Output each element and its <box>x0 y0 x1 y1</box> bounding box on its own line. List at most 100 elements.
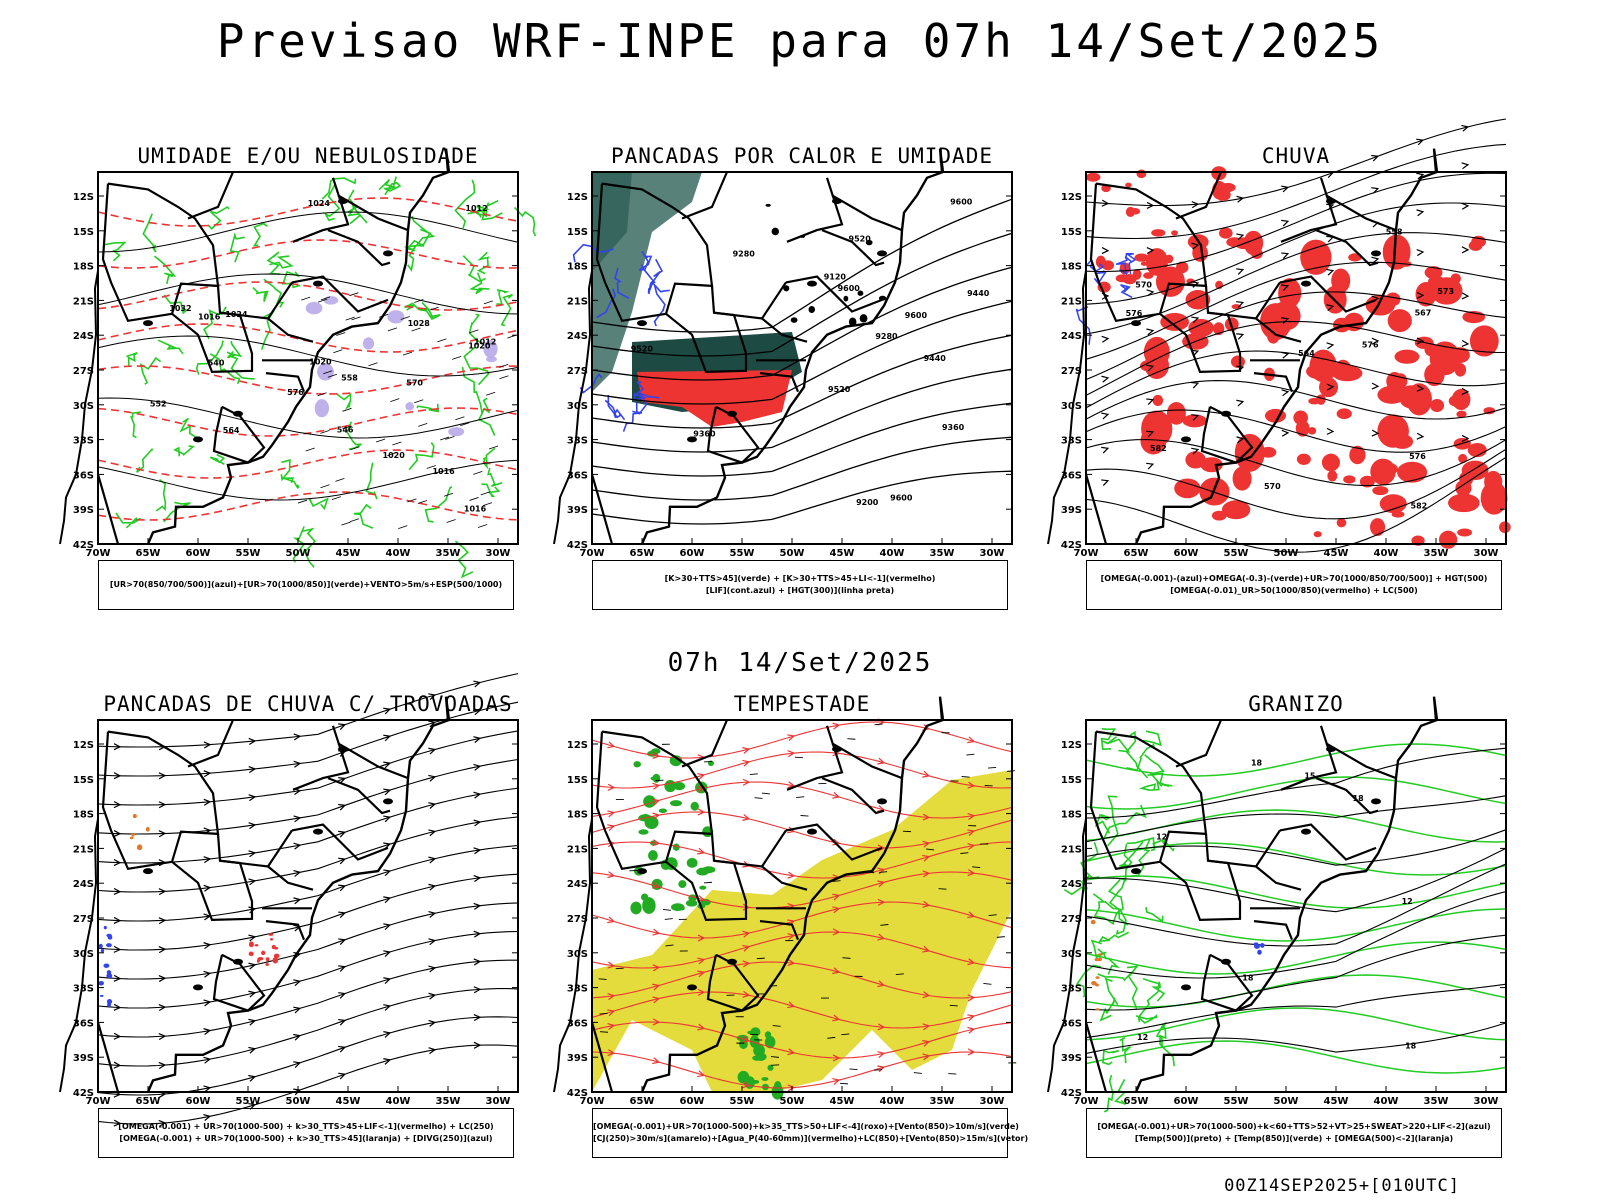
lon-tick-label: 60W <box>186 548 211 559</box>
panel-legend: [OMEGA(-0.001)-(azul)+OMEGA(-0.3)-(verde… <box>1086 560 1502 610</box>
lon-tick-label: 45W <box>1324 1096 1349 1107</box>
contour-label: 9520 <box>631 345 654 354</box>
lat-tick-label: 36S <box>73 470 94 481</box>
lon-tick-label: 50W <box>286 548 311 559</box>
lon-tick-label: 30W <box>486 548 511 559</box>
lat-tick-label: 15S <box>567 775 588 786</box>
contour-label: 9280 <box>875 332 898 341</box>
lon-tick-label: 35W <box>930 548 955 559</box>
contour-label: 582 <box>1411 502 1428 511</box>
lon-tick-label: 30W <box>1474 548 1499 559</box>
lat-tick-label: 21S <box>567 844 588 855</box>
lon-tick-label: 40W <box>1374 548 1399 559</box>
contour-label: 12 <box>1402 897 1413 906</box>
panel-umidade: UMIDADE E/OU NEBULOSIDADE 1012 1012 1016 10… <box>59 144 548 634</box>
lat-tick-label: 15S <box>1061 227 1082 238</box>
lat-tick-label: 30S <box>73 401 94 412</box>
contour-label: 558 <box>1386 227 1403 236</box>
lon-tick-label: 65W <box>136 548 161 559</box>
panel-trovoadas: PANCADAS DE CHUVA C/ TROVOADAS 12S 15S 18S… <box>59 673 548 1182</box>
contour-label: 9600 <box>905 311 928 320</box>
lat-tick-label: 21S <box>567 296 588 307</box>
lat-tick-label: 18S <box>567 810 588 821</box>
lon-tick-label: 70W <box>580 548 605 559</box>
contour-label: 1024 <box>225 310 248 319</box>
lon-tick-label: 65W <box>630 1096 655 1107</box>
panel-legend: [OMEGA(-0.001) + UR>70(1000-500) + k>30_… <box>98 1108 514 1158</box>
lat-tick-label: 39S <box>567 505 588 516</box>
lat-tick-label: 24S <box>1061 331 1082 342</box>
contour-label: 18 <box>1405 1042 1417 1051</box>
lat-tick-label: 27S <box>1061 914 1082 925</box>
lon-tick-label: 60W <box>680 548 705 559</box>
panel-legend: [OMEGA(-0.001)+UR>70(1000-500)+k>35_TTS>… <box>592 1108 1029 1158</box>
lat-tick-label: 36S <box>1061 1018 1082 1029</box>
lat-tick-label: 33S <box>1061 436 1082 447</box>
lon-tick-label: 70W <box>1074 548 1099 559</box>
lat-tick-label: 30S <box>73 949 94 960</box>
contour-label: 18 <box>1353 794 1365 803</box>
contour-label: 1012 <box>474 337 496 346</box>
lat-tick-label: 27S <box>73 914 94 925</box>
lat-tick-label: 21S <box>73 844 94 855</box>
lon-tick-label: 40W <box>1374 1096 1399 1107</box>
contour-label: 18 <box>1251 759 1263 768</box>
lat-tick-label: 12S <box>567 740 588 751</box>
contour-label: 9280 <box>733 250 756 259</box>
contour-label: 15 <box>1304 772 1316 781</box>
panel-title: UMIDADE E/OU NEBULOSIDADE <box>137 144 479 168</box>
lon-tick-label: 45W <box>336 1096 361 1107</box>
lon-tick-label: 35W <box>1424 548 1449 559</box>
contour-label: 576 <box>1362 340 1379 349</box>
lat-tick-label: 42S <box>73 1088 94 1099</box>
lat-tick-label: 42S <box>1061 1088 1082 1099</box>
panel-granizo: GRANIZO 12 12 18 18 18 15 12 18 12S 15S 18S 21S 24S 2… <box>1047 692 1536 1182</box>
lon-tick-label: 70W <box>580 1096 605 1107</box>
lon-tick-label: 50W <box>1274 1096 1299 1107</box>
lat-tick-label: 12S <box>73 740 94 751</box>
lon-tick-label: 40W <box>880 548 905 559</box>
contour-label: 582 <box>1150 444 1167 453</box>
lat-tick-label: 12S <box>1061 740 1082 751</box>
panel-chuva: CHUVA 582 582 576 576 570 570 573 567 564 558 576 1… <box>1047 118 1536 634</box>
lat-tick-label: 18S <box>73 810 94 821</box>
lon-tick-label: 35W <box>1424 1096 1449 1107</box>
lon-tick-label: 45W <box>830 548 855 559</box>
legend-line: [OMEGA(-0.001)+UR>70(1000-500)+k<60+TTS>… <box>1097 1122 1491 1131</box>
legend-line: [CJ(250)>30m/s](amarelo)+[Agua_P(40-60mm… <box>593 1134 1029 1143</box>
lat-tick-label: 18S <box>1061 810 1082 821</box>
lat-tick-label: 27S <box>567 914 588 925</box>
panel-title: PANCADAS POR CALOR E UMIDADE <box>610 144 993 168</box>
contour-label: 1028 <box>408 319 431 328</box>
contour-label: 9360 <box>942 423 965 432</box>
contour-label: 540 <box>208 359 225 368</box>
lon-tick-label: 35W <box>436 1096 461 1107</box>
lat-tick-label: 36S <box>73 1018 94 1029</box>
contour-label: 9600 <box>838 284 861 293</box>
panel-pancadas-calor: PANCADAS POR CALOR E UMIDADE 9600 9600 960… <box>553 144 1042 634</box>
lon-tick-label: 30W <box>486 1096 511 1107</box>
lon-tick-label: 70W <box>86 1096 111 1107</box>
lat-tick-label: 24S <box>567 879 588 890</box>
lon-tick-label: 45W <box>1324 548 1349 559</box>
contour-label: 9440 <box>924 354 947 363</box>
contour-label: 1020 <box>309 358 332 367</box>
contour-label: 1020 <box>383 451 406 460</box>
lon-tick-label: 65W <box>630 548 655 559</box>
contour-label: 9360 <box>693 430 716 439</box>
lon-tick-label: 60W <box>680 1096 705 1107</box>
lat-tick-label: 36S <box>1061 470 1082 481</box>
lon-tick-label: 40W <box>880 1096 905 1107</box>
lat-tick-label: 24S <box>73 879 94 890</box>
panel-title: CHUVA <box>1261 144 1331 168</box>
lat-tick-label: 12S <box>73 192 94 203</box>
lon-tick-label: 45W <box>830 1096 855 1107</box>
legend-line: [UR>70(850/700/500)](azul)+[UR>70(1000/8… <box>109 580 503 589</box>
lon-tick-label: 55W <box>1224 1096 1249 1107</box>
lat-tick-label: 24S <box>1061 879 1082 890</box>
contour-label: 1032 <box>169 304 191 313</box>
lon-tick-label: 55W <box>236 1096 261 1107</box>
map-granizo: 12 12 18 18 18 15 12 18 12S 15S 18S 21S 24S 27S 30S 33S… <box>1047 696 1507 1113</box>
lat-tick-label: 27S <box>567 366 588 377</box>
contour-label: 1012 <box>465 204 487 213</box>
